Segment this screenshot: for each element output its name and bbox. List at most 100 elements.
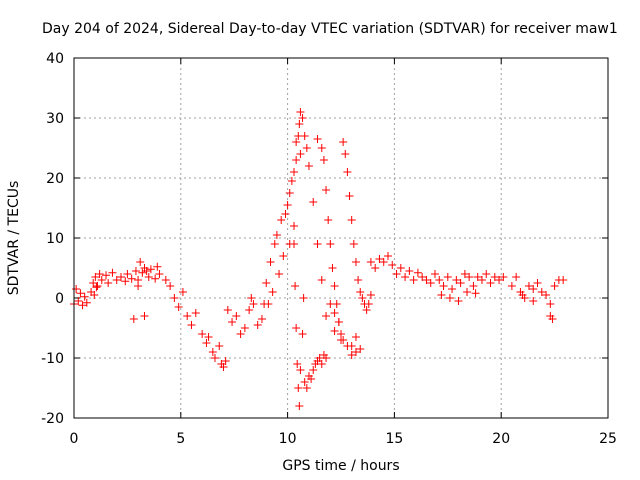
data-point xyxy=(123,270,132,278)
data-point xyxy=(347,216,356,224)
data-point xyxy=(136,258,145,266)
data-point xyxy=(210,354,219,362)
data-point xyxy=(309,198,318,206)
data-point xyxy=(454,297,463,305)
data-point xyxy=(183,312,192,320)
data-point xyxy=(401,273,410,281)
x-tick-label: 0 xyxy=(70,431,79,447)
chart-title: Day 204 of 2024, Sidereal Day-to-day VTE… xyxy=(42,21,618,37)
data-point xyxy=(351,258,360,266)
data-point xyxy=(422,276,431,284)
y-axis-label: SDTVAR / TECUs xyxy=(6,181,22,296)
data-point xyxy=(533,279,542,287)
data-point xyxy=(486,279,495,287)
data-point xyxy=(341,150,350,158)
data-point xyxy=(74,297,83,305)
data-point xyxy=(495,276,504,284)
data-point xyxy=(507,282,516,290)
data-point xyxy=(546,300,555,308)
data-point xyxy=(146,265,155,274)
y-tick-label: -10 xyxy=(41,351,64,367)
data-point xyxy=(295,120,304,128)
data-point xyxy=(268,288,277,296)
y-tick-label: -20 xyxy=(41,411,64,427)
data-point xyxy=(298,114,307,122)
data-point xyxy=(91,273,100,281)
data-point xyxy=(72,285,81,293)
data-point xyxy=(249,300,258,308)
data-point xyxy=(550,282,559,290)
data-point xyxy=(131,267,140,275)
data-point xyxy=(293,360,302,368)
data-point xyxy=(287,177,296,185)
data-point xyxy=(232,312,241,320)
data-point xyxy=(245,306,254,314)
data-point xyxy=(138,268,147,277)
data-point xyxy=(296,108,305,116)
data-point xyxy=(304,162,313,170)
data-point xyxy=(471,289,480,298)
data-point xyxy=(396,264,405,272)
data-point xyxy=(388,261,397,269)
data-point xyxy=(437,291,446,299)
y-tick-label: 10 xyxy=(46,231,64,247)
data-point xyxy=(80,292,89,301)
data-point xyxy=(313,135,322,143)
data-point xyxy=(445,294,454,302)
data-point xyxy=(285,189,294,197)
data-point xyxy=(460,270,469,278)
data-point xyxy=(140,312,149,320)
data-point xyxy=(413,268,422,277)
data-point xyxy=(317,144,326,152)
data-point xyxy=(151,274,160,283)
data-point xyxy=(345,192,354,200)
data-point xyxy=(307,375,316,383)
data-point xyxy=(178,288,187,296)
data-point xyxy=(290,240,299,248)
data-point xyxy=(108,268,117,277)
data-point xyxy=(240,324,249,332)
data-point xyxy=(439,282,448,290)
data-point xyxy=(221,357,230,365)
data-point xyxy=(90,291,99,299)
data-point xyxy=(272,231,281,239)
data-point xyxy=(418,273,427,281)
data-point xyxy=(371,264,380,272)
data-point xyxy=(292,138,301,146)
data-point xyxy=(356,345,365,353)
data-point xyxy=(524,282,533,290)
data-point xyxy=(198,330,207,338)
grid xyxy=(74,58,608,418)
y-tick-label: 20 xyxy=(46,171,64,187)
data-point xyxy=(356,288,365,296)
data-point xyxy=(324,216,333,224)
data-point xyxy=(452,276,461,284)
data-point xyxy=(364,300,373,308)
data-point xyxy=(275,270,284,278)
data-point xyxy=(347,342,356,350)
data-point xyxy=(295,402,304,410)
data-point xyxy=(317,360,326,368)
data-point xyxy=(542,291,551,299)
data-point xyxy=(204,333,213,341)
data-point xyxy=(270,240,279,248)
data-point xyxy=(548,315,557,323)
data-point xyxy=(127,274,136,283)
data-point xyxy=(279,252,288,260)
data-point xyxy=(102,271,111,280)
data-point xyxy=(129,315,138,323)
data-point xyxy=(322,186,331,194)
data-point xyxy=(334,318,343,326)
y-tick-label: 0 xyxy=(55,291,64,307)
data-point xyxy=(319,156,328,164)
x-tick-label: 20 xyxy=(492,431,510,447)
data-point xyxy=(366,258,375,266)
data-point xyxy=(116,273,125,281)
data-point xyxy=(281,210,290,218)
data-point xyxy=(82,298,91,307)
data-point xyxy=(202,339,211,347)
data-point xyxy=(277,216,286,224)
data-point xyxy=(290,168,299,176)
data-point xyxy=(121,277,130,286)
